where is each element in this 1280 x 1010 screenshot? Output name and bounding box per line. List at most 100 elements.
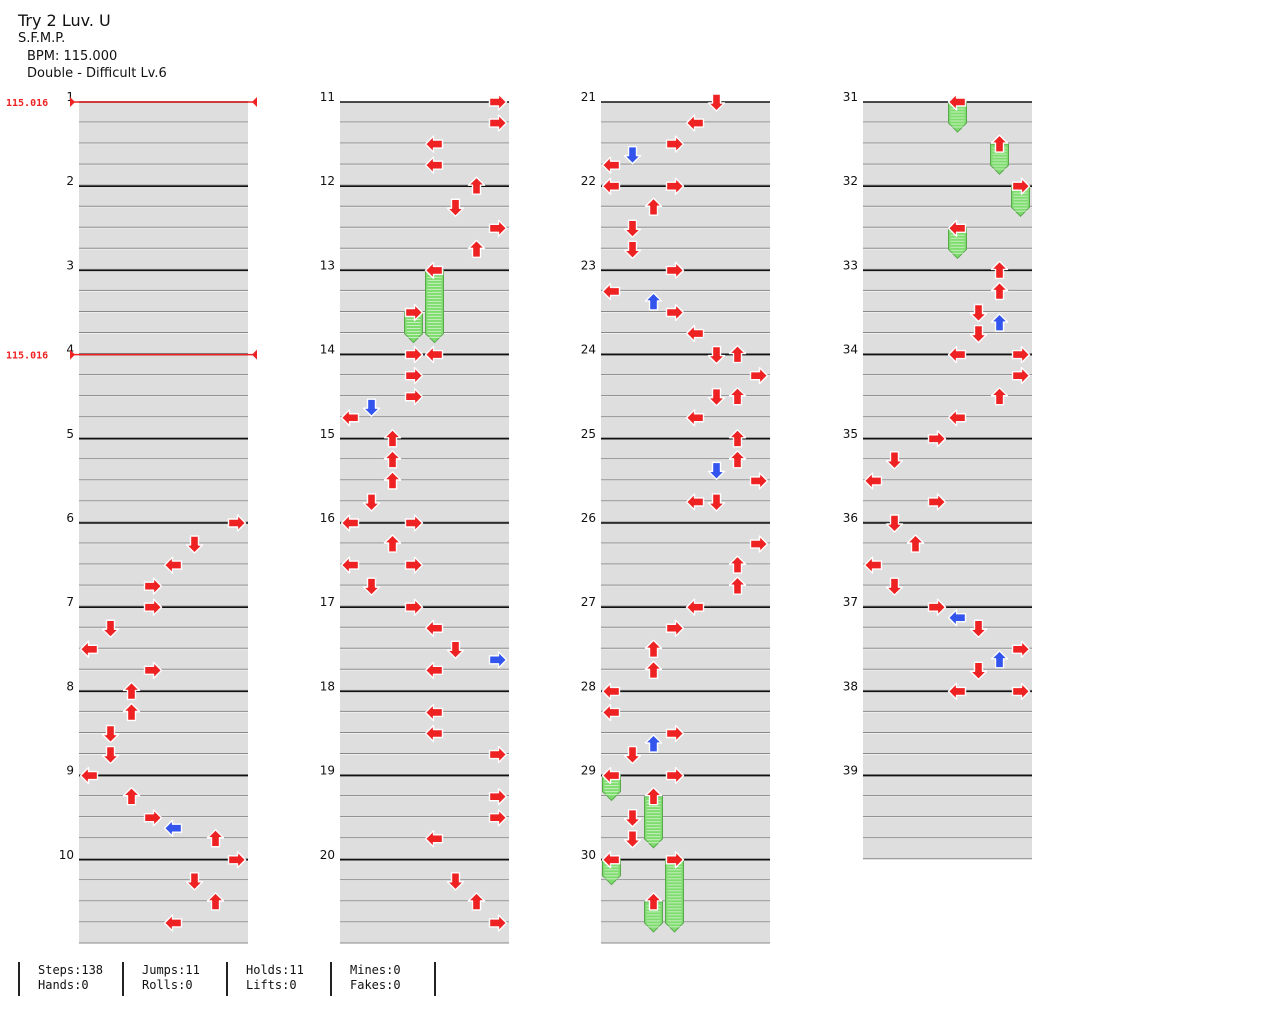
beat-band <box>601 733 770 754</box>
beat-band <box>863 586 1032 607</box>
beat-band <box>340 544 509 565</box>
measure-number: 12 <box>320 174 335 188</box>
beat-band <box>601 649 770 670</box>
beat-band <box>863 733 1032 754</box>
stat-steps: Steps:138 <box>38 963 104 977</box>
measure-18: 18 <box>320 679 509 776</box>
hold-body <box>665 859 684 933</box>
measure-25: 25 <box>581 427 770 523</box>
measure-21: 21 <box>581 90 770 186</box>
arrow-left-icon <box>601 682 621 701</box>
beat-band <box>340 102 509 122</box>
stat-jumps: Jumps:11 <box>142 963 200 977</box>
measure-15: 15 <box>320 427 509 523</box>
arrow-up-icon <box>644 660 663 680</box>
measure-30: 30 <box>581 848 770 944</box>
beat-band <box>863 712 1032 733</box>
arrow-right-icon <box>927 493 947 511</box>
stat-fakes: Fakes:0 <box>350 978 401 992</box>
stat-column: Mines:0 Fakes:0 <box>330 962 434 996</box>
beat-band <box>340 901 509 922</box>
stat-rolls: Rolls:0 <box>142 978 193 992</box>
measure-number: 17 <box>320 595 335 609</box>
hold-body <box>425 269 444 344</box>
beat-band <box>601 480 770 501</box>
measure-number: 3 <box>66 258 74 272</box>
beat-band <box>79 628 248 649</box>
arrow-up-icon <box>728 344 747 364</box>
arrow-right-icon <box>143 598 163 616</box>
arrow-down-icon <box>623 809 642 828</box>
beat-band <box>863 523 1032 543</box>
arrow-up-icon <box>728 387 747 406</box>
measure-number: 10 <box>59 848 74 862</box>
arrow-up-icon <box>644 292 663 311</box>
beat-band <box>79 775 248 796</box>
measure-number: 15 <box>320 427 335 441</box>
beat-band <box>79 186 248 207</box>
arrow-right-icon <box>1011 640 1031 658</box>
arrow-up-icon <box>990 387 1009 406</box>
arrow-left-icon <box>685 114 705 132</box>
beat-band <box>79 523 248 543</box>
arrow-down-icon <box>101 745 120 765</box>
beat-band <box>340 670 509 691</box>
arrow-up-icon <box>990 313 1009 332</box>
arrow-up-icon <box>644 197 663 216</box>
arrow-down-icon <box>969 324 988 344</box>
bpm-left-marker <box>70 97 75 107</box>
arrow-up-icon <box>728 555 747 574</box>
arrow-down-icon <box>446 198 465 217</box>
arrow-left-icon <box>863 472 883 490</box>
beat-band <box>863 354 1032 375</box>
measure-number: 1 <box>66 90 74 104</box>
arrow-up-icon <box>728 429 747 448</box>
beat-band <box>79 354 248 375</box>
arrow-right-icon <box>665 724 685 743</box>
hold-body <box>644 796 663 849</box>
measure-33: 33 <box>843 258 1032 355</box>
arrow-left-icon <box>79 640 99 658</box>
arrow-left-icon <box>601 766 621 785</box>
beat-band <box>863 312 1032 333</box>
stat-lifts: Lifts:0 <box>246 978 297 992</box>
bpm-label: 115.016 <box>6 98 48 109</box>
song-artist: S.F.M.P. <box>18 31 66 46</box>
measure-number: 16 <box>320 511 335 525</box>
stat-column-end <box>434 962 436 996</box>
arrow-right-icon <box>404 598 424 616</box>
beat-band <box>79 333 248 354</box>
beat-band <box>601 628 770 649</box>
stat-column: Jumps:11 Rolls:0 <box>122 962 226 996</box>
arrow-left-icon <box>340 556 360 574</box>
measure-number: 37 <box>843 595 858 609</box>
beat-band <box>863 123 1032 144</box>
measure-7: 7 <box>66 595 248 691</box>
beat-band <box>340 754 509 775</box>
measure-number: 30 <box>581 848 596 862</box>
arrow-right-icon <box>488 219 508 238</box>
beat-band <box>601 123 770 144</box>
measure-12: 12 <box>320 174 509 270</box>
measure-39: 39 <box>843 764 1032 860</box>
measure-number: 7 <box>66 595 74 609</box>
arrow-down-icon <box>362 398 381 417</box>
arrow-right-icon <box>1011 682 1031 701</box>
measure-9: 9 <box>66 764 248 860</box>
beat-band <box>79 375 248 396</box>
arrow-left-icon <box>340 514 360 532</box>
beat-band <box>340 523 509 543</box>
measure-number: 23 <box>581 258 596 272</box>
measure-number: 22 <box>581 174 596 188</box>
measure-number: 18 <box>320 679 335 693</box>
arrow-right-icon <box>404 514 424 532</box>
beat-band <box>79 691 248 712</box>
measure-number: 14 <box>320 343 335 357</box>
arrow-left-icon <box>685 409 705 427</box>
measure-number: 2 <box>66 174 74 188</box>
arrow-up-icon <box>122 786 141 806</box>
arrow-right-icon <box>227 514 247 532</box>
arrow-down-icon <box>623 745 642 765</box>
stat-column: Steps:138 Hands:0 <box>18 962 122 996</box>
arrow-down-icon <box>101 619 120 638</box>
